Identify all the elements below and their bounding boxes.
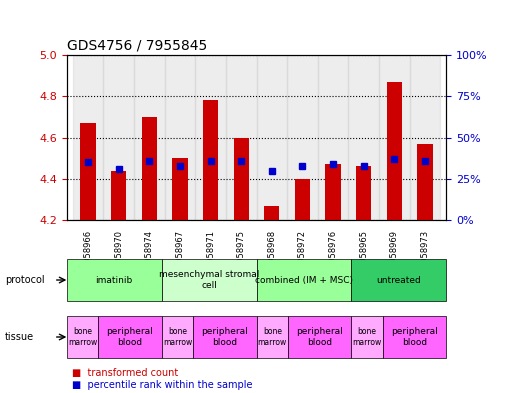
Bar <box>81 123 96 220</box>
Text: tissue: tissue <box>5 332 34 342</box>
Bar <box>356 166 371 220</box>
Bar <box>172 158 188 220</box>
Text: peripheral
blood: peripheral blood <box>297 327 343 347</box>
Bar <box>134 55 165 220</box>
Bar <box>104 55 134 220</box>
Bar <box>73 55 104 220</box>
Text: bone
marrow: bone marrow <box>163 327 192 347</box>
Text: peripheral
blood: peripheral blood <box>202 327 248 347</box>
Text: peripheral
blood: peripheral blood <box>391 327 438 347</box>
Text: ■  transformed count: ■ transformed count <box>72 367 178 378</box>
Text: untreated: untreated <box>377 275 421 285</box>
Bar <box>325 164 341 220</box>
Text: bone
marrow: bone marrow <box>68 327 97 347</box>
Text: protocol: protocol <box>5 275 45 285</box>
Bar <box>226 55 256 220</box>
Text: bone
marrow: bone marrow <box>258 327 287 347</box>
Bar <box>409 55 440 220</box>
Text: imatinib: imatinib <box>95 275 133 285</box>
Bar <box>264 206 280 220</box>
Bar <box>387 82 402 220</box>
Bar <box>111 171 126 220</box>
Text: mesenchymal stromal
cell: mesenchymal stromal cell <box>159 270 259 290</box>
Text: peripheral
blood: peripheral blood <box>107 327 153 347</box>
Bar <box>256 55 287 220</box>
Text: bone
marrow: bone marrow <box>352 327 382 347</box>
Bar <box>295 179 310 220</box>
Bar <box>379 55 409 220</box>
Text: GDS4756 / 7955845: GDS4756 / 7955845 <box>67 39 207 52</box>
Text: ■  percentile rank within the sample: ■ percentile rank within the sample <box>72 380 252 390</box>
Bar <box>142 117 157 220</box>
Bar <box>203 100 218 220</box>
Bar <box>287 55 318 220</box>
Bar <box>417 144 432 220</box>
Bar <box>233 138 249 220</box>
Bar <box>318 55 348 220</box>
Bar <box>195 55 226 220</box>
Text: combined (IM + MSC): combined (IM + MSC) <box>255 275 353 285</box>
Bar <box>348 55 379 220</box>
Bar <box>165 55 195 220</box>
